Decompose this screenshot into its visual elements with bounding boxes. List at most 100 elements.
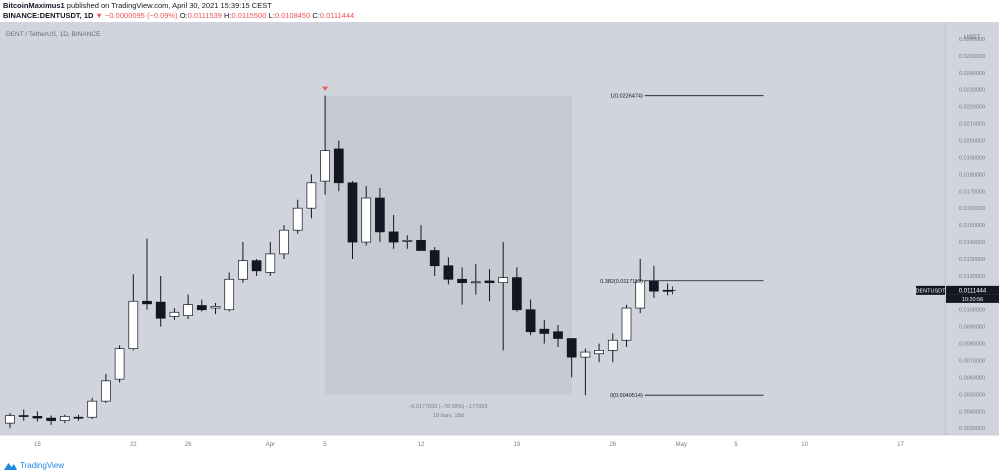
time-tick-label: 5 (734, 442, 738, 448)
low-label: L: (268, 11, 275, 20)
candle-up (169, 311, 180, 317)
candle-up (279, 229, 289, 255)
candle-up (265, 253, 276, 273)
price-tick-label: 0.0030000 (959, 426, 985, 432)
tradingview-brand-text: TradingView (20, 460, 65, 470)
price-tick-label: 0.0150000 (959, 223, 985, 229)
time-axis-ticks: 15 22 26 Apr 5 12 19 26 May 5 10 17 (34, 442, 904, 448)
open-label: O: (179, 11, 188, 20)
candle-up (87, 400, 98, 418)
candle-up (320, 150, 330, 182)
candle-down (46, 417, 56, 421)
price-tick-label: 0.0230000 (959, 88, 985, 94)
candle-down (416, 239, 426, 251)
time-tick-label: 12 (418, 442, 425, 448)
author-name[interactable]: BitcoinMaximus1 (3, 1, 65, 10)
candle-up (5, 415, 15, 424)
high-label: H: (224, 11, 232, 20)
candle-down (566, 338, 577, 358)
candle-down (347, 182, 358, 243)
price-tick-label: 0.0210000 (959, 122, 985, 128)
countdown-tag (946, 294, 999, 303)
candle-up (210, 306, 221, 309)
candle-down (512, 277, 522, 311)
symbol-tag-label: DENTUSDT (916, 288, 947, 294)
candle-down (525, 309, 536, 333)
chart-annotations: DENT / TetherUS, 1D, BINANCE USDT 0.0111… (6, 31, 999, 303)
time-tick-label: 26 (609, 442, 616, 448)
candle-up (470, 281, 481, 284)
price-axis[interactable] (945, 22, 999, 435)
fib-level-label: 1(0.0226474) (610, 94, 643, 100)
candle-down (457, 278, 467, 284)
published-text: published on TradingView.com, April 30, … (66, 1, 272, 10)
high-marker-icon (322, 86, 329, 91)
candle-up (621, 307, 632, 341)
candle-down (251, 260, 262, 272)
publisher-line: BitcoinMaximus1 published on TradingView… (3, 1, 272, 10)
candle-down (662, 289, 673, 292)
candle-down (553, 331, 563, 339)
price-tick-label: 0.0090000 (959, 325, 985, 331)
candle-down (443, 265, 454, 280)
candle-down (155, 301, 166, 319)
time-tick-label: 22 (130, 442, 137, 448)
chart-header: BitcoinMaximus1 published on TradingView… (0, 0, 999, 22)
candle-up (59, 416, 70, 421)
candle-down (388, 231, 399, 243)
price-tick-label: 0.0240000 (959, 71, 985, 77)
price-tick-label: 0.0190000 (959, 155, 985, 161)
countdown-value: 10:20:56 (962, 297, 983, 303)
price-tick-label: 0.0200000 (959, 138, 985, 144)
symbol-tag (916, 285, 945, 295)
price-tick-label: 0.0080000 (959, 342, 985, 348)
time-tick-label: 10 (801, 442, 808, 448)
candle-up (238, 260, 248, 280)
price-tick-label: 0.0220000 (959, 105, 985, 111)
high-value: 0.0115500 (231, 11, 267, 20)
candle-down (539, 328, 550, 334)
candle-up (607, 339, 618, 351)
time-tick-label: 5 (323, 442, 327, 448)
candle-up (594, 350, 604, 355)
candle-down (375, 197, 385, 233)
candle-up (114, 348, 125, 380)
price-tick-label: 0.0170000 (959, 189, 985, 195)
symbol-ohlc-line: BINANCE:DENTUSDT, 1D ▼ −0.0000095 (−0.09… (3, 11, 354, 20)
chart-title: DENT / TetherUS, 1D, BINANCE (6, 31, 101, 38)
price-tick-label: 0.0120000 (959, 274, 985, 280)
price-tick-label: 0.0100000 (959, 308, 985, 314)
candle-up (306, 182, 317, 209)
fib-retracement[interactable]: 1(0.0226474) 0.382(0.0117113) 0(0.0049514) (600, 94, 764, 400)
price-tick-label: 0.0180000 (959, 172, 985, 178)
time-tick-label: 19 (514, 442, 521, 448)
candle-up (498, 277, 509, 284)
time-tick-label: May (676, 442, 687, 448)
candle-down (484, 280, 495, 284)
range-measure[interactable]: -0.0177093 (−78.09%) −177093 18 bars, 18d (325, 95, 572, 420)
time-tick-label: Apr (266, 442, 275, 448)
footer-brand[interactable]: TradingView (4, 459, 64, 471)
price-tick-label: 0.0040000 (959, 409, 985, 415)
candle-up (101, 380, 111, 402)
candle-up (402, 239, 413, 242)
range-measure-change-label: -0.0177093 (−78.09%) −177093 (409, 404, 487, 410)
candle-up (128, 300, 139, 350)
last-price-value: 0.0111444 (959, 288, 987, 294)
axis-unit-label: USDT (964, 35, 981, 41)
candle-down (196, 305, 207, 311)
price-tick-label: 0.0160000 (959, 206, 985, 212)
candle-up (292, 207, 303, 231)
candle-down (73, 416, 84, 419)
price-tick-label: 0.0050000 (959, 392, 985, 398)
low-value: 0.0108450 (274, 11, 311, 20)
price-axis-ticks: 0.0030000 0.0040000 0.0050000 0.0060000 0.00… (959, 37, 985, 432)
candle-up (635, 280, 646, 309)
price-tick-label: 0.0260000 (959, 37, 985, 43)
price-tick-label: 0.0140000 (959, 240, 985, 246)
open-value: 0.0111539 (187, 11, 222, 20)
candle-down (649, 280, 659, 292)
candle-down (142, 300, 152, 305)
time-tick-label: 26 (185, 442, 192, 448)
